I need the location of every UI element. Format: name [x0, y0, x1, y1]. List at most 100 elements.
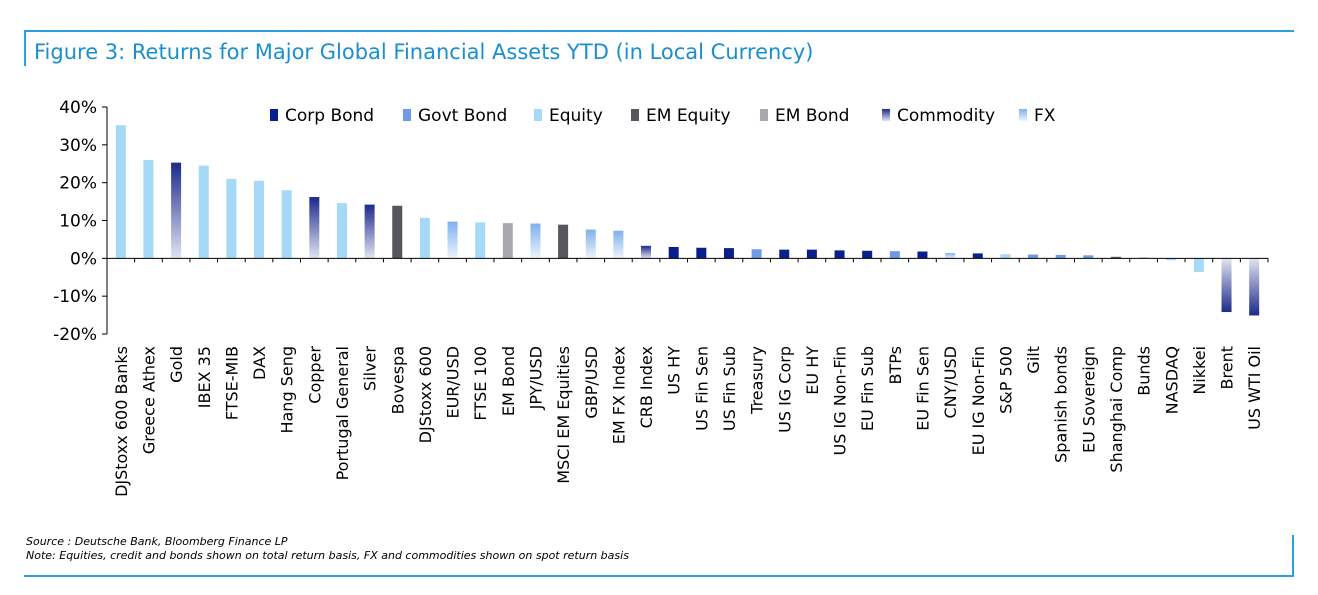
- bars: [115, 125, 1260, 316]
- x-label-shanghai-comp: Shanghai Comp: [1107, 346, 1126, 473]
- x-label-spanish-bonds: Spanish bonds: [1052, 346, 1071, 463]
- x-label-em-fx-index: EM FX Index: [609, 346, 628, 444]
- x-label-bunds: Bunds: [1135, 346, 1154, 396]
- frame-left-border: [24, 30, 26, 66]
- legend-label-em-bond: EM Bond: [775, 106, 849, 126]
- bar-us-fin-sen: [696, 247, 707, 259]
- x-label-eu-hy: EU HY: [803, 346, 822, 395]
- frame-right-border: [1292, 535, 1294, 577]
- bar-eu-fin-sen: [917, 251, 928, 259]
- bar-ibex-35: [198, 165, 209, 259]
- x-label-greece-athex: Greece Athex: [139, 346, 158, 454]
- bar-djstoxx-600: [419, 217, 430, 259]
- legend-label-fx: FX: [1034, 106, 1056, 126]
- source-note: Source : Deutsche Bank, Bloomberg Financ…: [26, 535, 288, 548]
- legend-swatch-commodity: [882, 109, 890, 121]
- legend-label-govt-bond: Govt Bond: [418, 106, 507, 126]
- figure-title: Figure 3: Returns for Major Global Finan…: [34, 40, 814, 64]
- bar-eu-fin-sub: [862, 250, 873, 259]
- legend-swatch-em-equity: [631, 109, 639, 121]
- x-label-treasury: Treasury: [748, 346, 767, 415]
- x-label-us-fin-sub: US Fin Sub: [720, 346, 739, 431]
- x-label-us-ig-non-fin: US IG Non-Fin: [831, 346, 850, 455]
- y-tick-label: -20%: [53, 325, 97, 345]
- x-label-djstoxx-600-banks: DJStoxx 600 Banks: [112, 346, 131, 497]
- bar-us-wti-oil: [1249, 258, 1260, 316]
- bar-treasury: [751, 249, 762, 259]
- bar-bovespa: [392, 205, 403, 259]
- legend-swatch-equity: [534, 109, 542, 121]
- legend: Corp Bond Govt Bond Equity EM Equity EM Bond…: [270, 106, 1056, 126]
- bar-btps: [889, 251, 900, 259]
- x-label-nikkei: Nikkei: [1190, 346, 1209, 395]
- x-label-eur-usd: EUR/USD: [444, 346, 463, 419]
- x-label-eu-sovereign: EU Sovereign: [1079, 346, 1098, 453]
- legend-label-commodity: Commodity: [897, 106, 995, 126]
- bar-sandp-500: [1000, 254, 1011, 259]
- x-label-ibex-35: IBEX 35: [195, 346, 214, 408]
- frame-bottom-border: [24, 575, 1294, 577]
- legend-swatch-corp-bond: [270, 109, 278, 121]
- bar-dax: [254, 180, 265, 259]
- bar-brent: [1221, 258, 1232, 313]
- bar-eu-hy: [806, 249, 817, 259]
- bar-gold: [171, 162, 182, 259]
- y-tick-label: 0%: [70, 249, 97, 269]
- x-label-hang-seng: Hang Seng: [278, 346, 297, 434]
- bar-eu-ig-non-fin: [972, 253, 983, 259]
- x-label-nasdaq: NASDAQ: [1162, 346, 1181, 414]
- bar-eu-sovereign: [1083, 255, 1094, 259]
- bar-copper: [309, 197, 320, 259]
- footnotes: Source : Deutsche Bank, Bloomberg Financ…: [26, 535, 629, 563]
- bar-us-ig-non-fin: [834, 250, 845, 259]
- frame-top-border: [24, 30, 1294, 32]
- legend-label-corp-bond: Corp Bond: [285, 106, 374, 126]
- x-label-gbp-usd: GBP/USD: [582, 346, 601, 419]
- bar-eur-usd: [447, 221, 458, 259]
- x-label-btps: BTPs: [886, 346, 905, 384]
- bar-gbp-usd: [585, 229, 596, 259]
- bar-cny-usd: [945, 253, 956, 259]
- bar-ftse-mib: [226, 178, 237, 259]
- x-label-cny-usd: CNY/USD: [941, 346, 960, 419]
- x-label-gilt: Gilt: [1024, 346, 1043, 374]
- legend-swatch-govt-bond: [403, 109, 411, 121]
- bar-em-bond: [502, 223, 513, 259]
- bar-djstoxx-600-banks: [115, 125, 126, 259]
- x-label-eu-fin-sen: EU Fin Sen: [913, 346, 932, 431]
- x-label-crb-index: CRB Index: [637, 346, 656, 428]
- x-label-em-bond: EM Bond: [499, 346, 518, 416]
- y-axis: 40% 30% 20% 10% 0% -10% -20%: [53, 98, 108, 345]
- x-label-jpy-usd: JPY/USD: [526, 346, 545, 410]
- y-tick-label: 10%: [59, 212, 97, 232]
- bar-greece-athex: [143, 159, 154, 259]
- x-label-silver: Silver: [361, 346, 380, 391]
- bar-hang-seng: [281, 190, 292, 259]
- bar-nasdaq: [1166, 258, 1177, 261]
- zero-axis: [106, 257, 1269, 263]
- x-label-dax: DAX: [250, 346, 269, 380]
- bar-spanish-bonds: [1055, 254, 1066, 259]
- legend-swatch-em-bond: [760, 109, 768, 121]
- bar-us-hy: [668, 246, 679, 259]
- x-label-msci-em-equities: MSCI EM Equities: [554, 346, 573, 484]
- x-label-us-fin-sen: US Fin Sen: [692, 346, 711, 431]
- x-label-copper: Copper: [305, 346, 324, 404]
- y-tick-label: 40%: [59, 98, 97, 118]
- bar-ftse-100: [475, 222, 486, 259]
- x-label-ftse-mib: FTSE-MIB: [222, 346, 241, 420]
- legend-swatch-fx: [1019, 109, 1027, 121]
- bar-gilt: [1028, 254, 1039, 259]
- bar-em-fx-index: [613, 230, 624, 259]
- bar-us-fin-sub: [723, 248, 734, 259]
- legend-label-em-equity: EM Equity: [646, 106, 731, 126]
- x-label-us-wti-oil: US WTI Oil: [1245, 346, 1264, 430]
- x-label-us-hy: US HY: [665, 346, 684, 395]
- bar-nikkei: [1193, 258, 1204, 272]
- x-label-sandp-500: S&P 500: [996, 346, 1015, 414]
- legend-label-equity: Equity: [549, 106, 603, 126]
- x-label-gold: Gold: [167, 346, 186, 383]
- bar-jpy-usd: [530, 223, 541, 259]
- x-label-djstoxx-600: DJStoxx 600: [416, 346, 435, 443]
- basis-note: Note: Equities, credit and bonds shown o…: [26, 549, 629, 562]
